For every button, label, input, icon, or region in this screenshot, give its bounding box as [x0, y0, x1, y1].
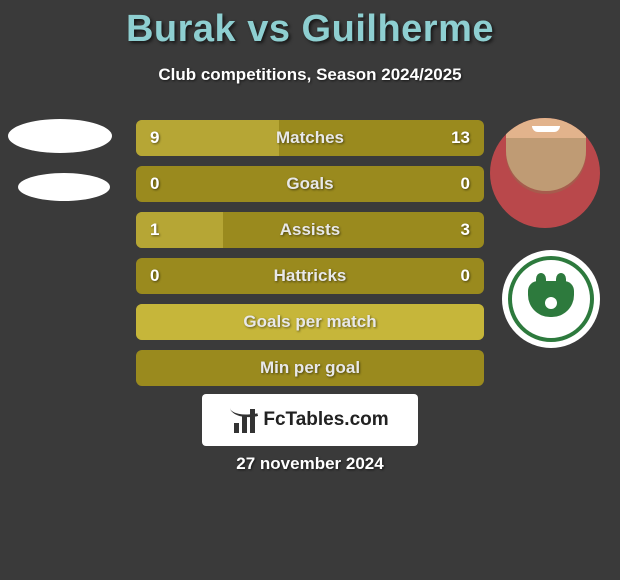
subtitle: Club competitions, Season 2024/2025: [0, 65, 620, 85]
stat-label: Assists: [280, 220, 340, 240]
stat-value-right: 13: [451, 128, 470, 148]
fctables-logo-icon: [231, 407, 257, 433]
stat-row: Min per goal: [136, 350, 484, 386]
stat-value-right: 3: [461, 220, 470, 240]
fctables-logo-text: FcTables.com: [263, 409, 388, 431]
stat-row: 0 0 Hattricks: [136, 258, 484, 294]
stat-value-right: 0: [461, 174, 470, 194]
date-line: 27 november 2024: [0, 454, 620, 474]
stat-value-left: 9: [150, 128, 159, 148]
stat-value-left: 0: [150, 174, 159, 194]
stat-row: 1 3 Assists: [136, 212, 484, 248]
stat-row: 9 13 Matches: [136, 120, 484, 156]
page-title: Burak vs Guilherme: [0, 0, 620, 51]
stat-value-left: 1: [150, 220, 159, 240]
fctables-badge: FcTables.com: [202, 394, 418, 446]
stat-label: Min per goal: [260, 358, 360, 378]
stat-row: 0 0 Goals: [136, 166, 484, 202]
player-left-avatar: [8, 115, 113, 220]
club-logo-konyaspor: [502, 250, 600, 348]
player-right-avatar: [490, 118, 600, 228]
stat-label: Goals: [286, 174, 333, 194]
stat-value-left: 0: [150, 266, 159, 286]
stats-table: 913Matches00Goals13Assists00HattricksGoa…: [136, 120, 484, 396]
stat-value-right: 0: [461, 266, 470, 286]
stat-label: Goals per match: [243, 312, 376, 332]
stat-label: Hattricks: [274, 266, 347, 286]
stat-label: Matches: [276, 128, 344, 148]
stat-row: Goals per match: [136, 304, 484, 340]
